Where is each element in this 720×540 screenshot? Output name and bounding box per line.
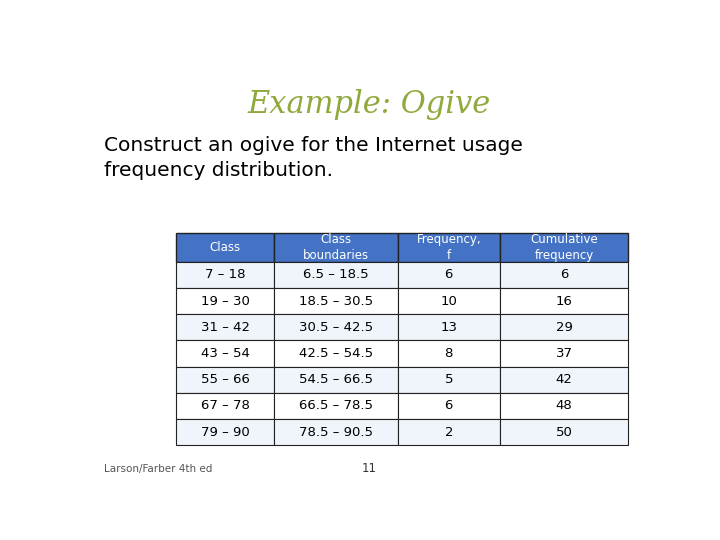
Text: 55 – 66: 55 – 66 — [201, 373, 250, 386]
Text: 6: 6 — [445, 400, 453, 413]
Text: Example: Ogive: Example: Ogive — [248, 89, 490, 120]
Text: 31 – 42: 31 – 42 — [201, 321, 250, 334]
Bar — [500, 262, 629, 288]
Bar — [398, 233, 500, 262]
Bar — [176, 262, 274, 288]
Bar — [176, 288, 274, 314]
Text: 18.5 – 30.5: 18.5 – 30.5 — [299, 295, 373, 308]
Bar — [274, 419, 398, 446]
Bar — [176, 419, 274, 446]
Bar — [176, 314, 274, 340]
Text: 13: 13 — [441, 321, 457, 334]
Text: 42.5 – 54.5: 42.5 – 54.5 — [299, 347, 373, 360]
Bar — [274, 288, 398, 314]
Bar — [500, 419, 629, 446]
Bar — [274, 314, 398, 340]
Text: 6: 6 — [445, 268, 453, 281]
Text: 78.5 – 90.5: 78.5 – 90.5 — [299, 426, 373, 438]
Bar — [398, 419, 500, 446]
Bar — [274, 262, 398, 288]
Bar — [500, 288, 629, 314]
Bar — [274, 367, 398, 393]
Text: 43 – 54: 43 – 54 — [201, 347, 250, 360]
Text: 42: 42 — [556, 373, 572, 386]
Bar — [398, 262, 500, 288]
Text: 54.5 – 66.5: 54.5 – 66.5 — [299, 373, 373, 386]
Text: 11: 11 — [361, 462, 377, 475]
Bar — [500, 233, 629, 262]
Bar — [274, 393, 398, 419]
Text: Class: Class — [210, 241, 240, 254]
Text: Class
boundaries: Class boundaries — [302, 233, 369, 262]
Text: 37: 37 — [556, 347, 572, 360]
Bar — [500, 367, 629, 393]
Text: 48: 48 — [556, 400, 572, 413]
Bar — [398, 340, 500, 367]
Bar — [500, 393, 629, 419]
Text: 79 – 90: 79 – 90 — [201, 426, 249, 438]
Text: 6: 6 — [560, 268, 568, 281]
Text: 7 – 18: 7 – 18 — [204, 268, 246, 281]
Text: 67 – 78: 67 – 78 — [201, 400, 250, 413]
Bar — [176, 367, 274, 393]
Bar — [176, 393, 274, 419]
Text: 19 – 30: 19 – 30 — [201, 295, 250, 308]
Bar — [398, 314, 500, 340]
Text: 10: 10 — [441, 295, 457, 308]
Text: 6.5 – 18.5: 6.5 – 18.5 — [303, 268, 369, 281]
Bar — [398, 393, 500, 419]
Text: Frequency,
f: Frequency, f — [416, 233, 481, 262]
Bar — [274, 233, 398, 262]
Text: 66.5 – 78.5: 66.5 – 78.5 — [299, 400, 373, 413]
Text: 50: 50 — [556, 426, 572, 438]
Bar — [500, 314, 629, 340]
Text: 16: 16 — [556, 295, 572, 308]
Text: 8: 8 — [445, 347, 453, 360]
Text: 5: 5 — [444, 373, 453, 386]
Text: 29: 29 — [556, 321, 572, 334]
Bar — [274, 340, 398, 367]
Bar — [500, 340, 629, 367]
Text: 2: 2 — [444, 426, 453, 438]
Text: Larson/Farber 4th ed: Larson/Farber 4th ed — [104, 464, 212, 474]
Bar — [398, 367, 500, 393]
Text: frequency distribution.: frequency distribution. — [104, 161, 333, 180]
Bar — [398, 288, 500, 314]
Bar — [176, 340, 274, 367]
Text: Construct an ogive for the Internet usage: Construct an ogive for the Internet usag… — [104, 137, 523, 156]
Text: Cumulative
frequency: Cumulative frequency — [530, 233, 598, 262]
Text: 30.5 – 42.5: 30.5 – 42.5 — [299, 321, 373, 334]
Bar — [176, 233, 274, 262]
